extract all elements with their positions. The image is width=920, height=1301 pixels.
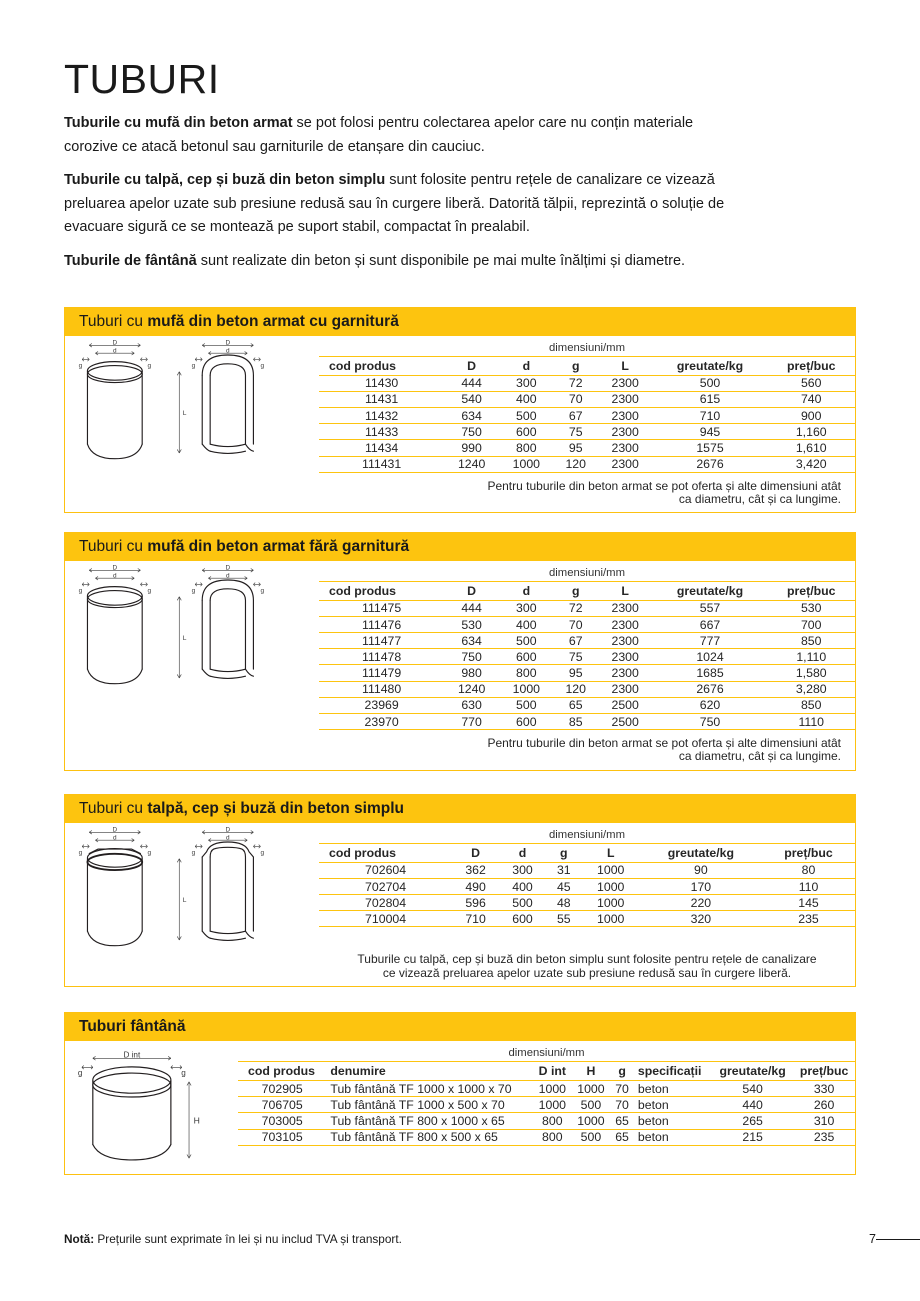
svg-text:g: g: [181, 1069, 186, 1078]
svg-text:g: g: [260, 587, 264, 594]
svg-text:g: g: [260, 849, 264, 856]
svg-text:g: g: [79, 849, 83, 856]
svg-text:g: g: [147, 849, 151, 856]
svg-text:g: g: [147, 362, 151, 369]
svg-text:g: g: [192, 849, 196, 856]
svg-text:d: d: [113, 834, 117, 841]
svg-text:H: H: [194, 1116, 200, 1126]
svg-text:g: g: [79, 362, 83, 369]
svg-text:D: D: [225, 340, 230, 346]
svg-text:d: d: [113, 572, 117, 579]
svg-text:d: d: [226, 572, 230, 579]
svg-text:d: d: [226, 347, 230, 354]
svg-text:d: d: [226, 834, 230, 841]
svg-text:L: L: [183, 635, 187, 642]
svg-text:g: g: [147, 587, 151, 594]
svg-text:g: g: [78, 1069, 83, 1078]
svg-text:L: L: [183, 410, 187, 417]
svg-text:g: g: [192, 362, 196, 369]
svg-text:g: g: [260, 362, 264, 369]
svg-text:D: D: [112, 340, 117, 346]
svg-text:L: L: [183, 897, 187, 904]
svg-text:D int: D int: [123, 1051, 141, 1059]
svg-text:g: g: [79, 587, 83, 594]
svg-text:D: D: [112, 565, 117, 571]
svg-text:d: d: [113, 347, 117, 354]
svg-text:D: D: [225, 827, 230, 833]
svg-text:D: D: [225, 565, 230, 571]
svg-text:D: D: [112, 827, 117, 833]
svg-text:g: g: [192, 587, 196, 594]
